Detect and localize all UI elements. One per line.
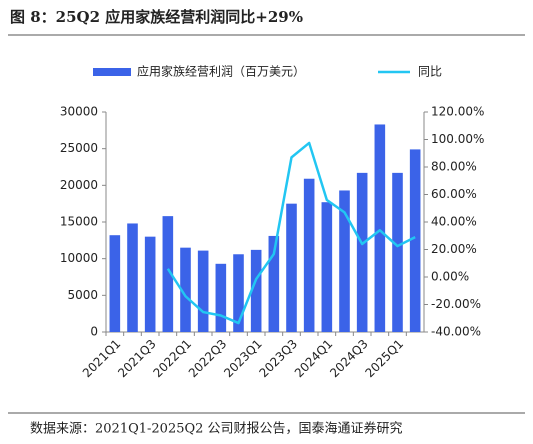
y2-tick-label: -20.00% — [431, 297, 481, 311]
x-tick-label: 2021Q1 — [80, 337, 124, 381]
y-tick-label: 10000 — [60, 251, 98, 265]
y-tick-label: 25000 — [60, 141, 98, 155]
bar — [268, 235, 280, 332]
bar — [127, 223, 138, 332]
y2-tick-label: 60.00% — [431, 187, 477, 201]
y-tick-label: 30000 — [60, 105, 98, 119]
bar — [286, 203, 297, 332]
y2-tick-label: 20.00% — [431, 242, 477, 256]
bar — [392, 172, 403, 332]
x-tick-label: 2022Q1 — [151, 337, 195, 381]
bar — [215, 263, 227, 332]
bar — [180, 247, 191, 332]
y-tick-label: 5000 — [67, 288, 98, 302]
y-tick-label: 0 — [90, 325, 98, 339]
bar — [409, 149, 421, 332]
bar — [321, 202, 333, 332]
bar — [233, 254, 244, 332]
y2-tick-label: 80.00% — [431, 160, 477, 174]
x-tick-label: 2022Q3 — [186, 337, 230, 381]
y2-tick-label: -40.00% — [431, 325, 481, 339]
x-tick-label: 2024Q1 — [292, 337, 336, 381]
y2-tick-label: 100.00% — [431, 132, 484, 146]
bar — [374, 124, 386, 332]
legend-label: 应用家族经营利润（百万美元） — [137, 64, 305, 79]
bar — [109, 235, 121, 332]
line — [166, 141, 416, 325]
bar — [250, 249, 262, 332]
bar — [162, 216, 174, 332]
bar — [144, 236, 156, 332]
source-note: 数据来源：2021Q1-2025Q2 公司财报公告，国泰海通证券研究 — [30, 421, 403, 437]
x-tick-label: 2024Q3 — [327, 337, 371, 381]
y2-tick-label: 40.00% — [431, 215, 477, 229]
x-tick-label: 2023Q1 — [221, 337, 265, 381]
x-tick-label: 2025Q1 — [363, 337, 407, 381]
legend-swatch — [93, 68, 131, 76]
bar — [197, 250, 209, 332]
bar — [303, 178, 315, 332]
y-tick-label: 20000 — [60, 178, 98, 192]
legend-label: 同比 — [418, 65, 442, 79]
chart-title: 图 8：25Q2 应用家族经营利润同比+29% — [10, 8, 303, 26]
bar — [356, 172, 368, 332]
y2-tick-label: 120.00% — [431, 105, 484, 119]
y2-tick-label: 0.00% — [431, 270, 469, 284]
y-tick-label: 15000 — [60, 215, 98, 229]
x-tick-label: 2021Q3 — [115, 337, 159, 381]
bar — [339, 190, 350, 332]
x-tick-label: 2023Q3 — [257, 337, 301, 381]
